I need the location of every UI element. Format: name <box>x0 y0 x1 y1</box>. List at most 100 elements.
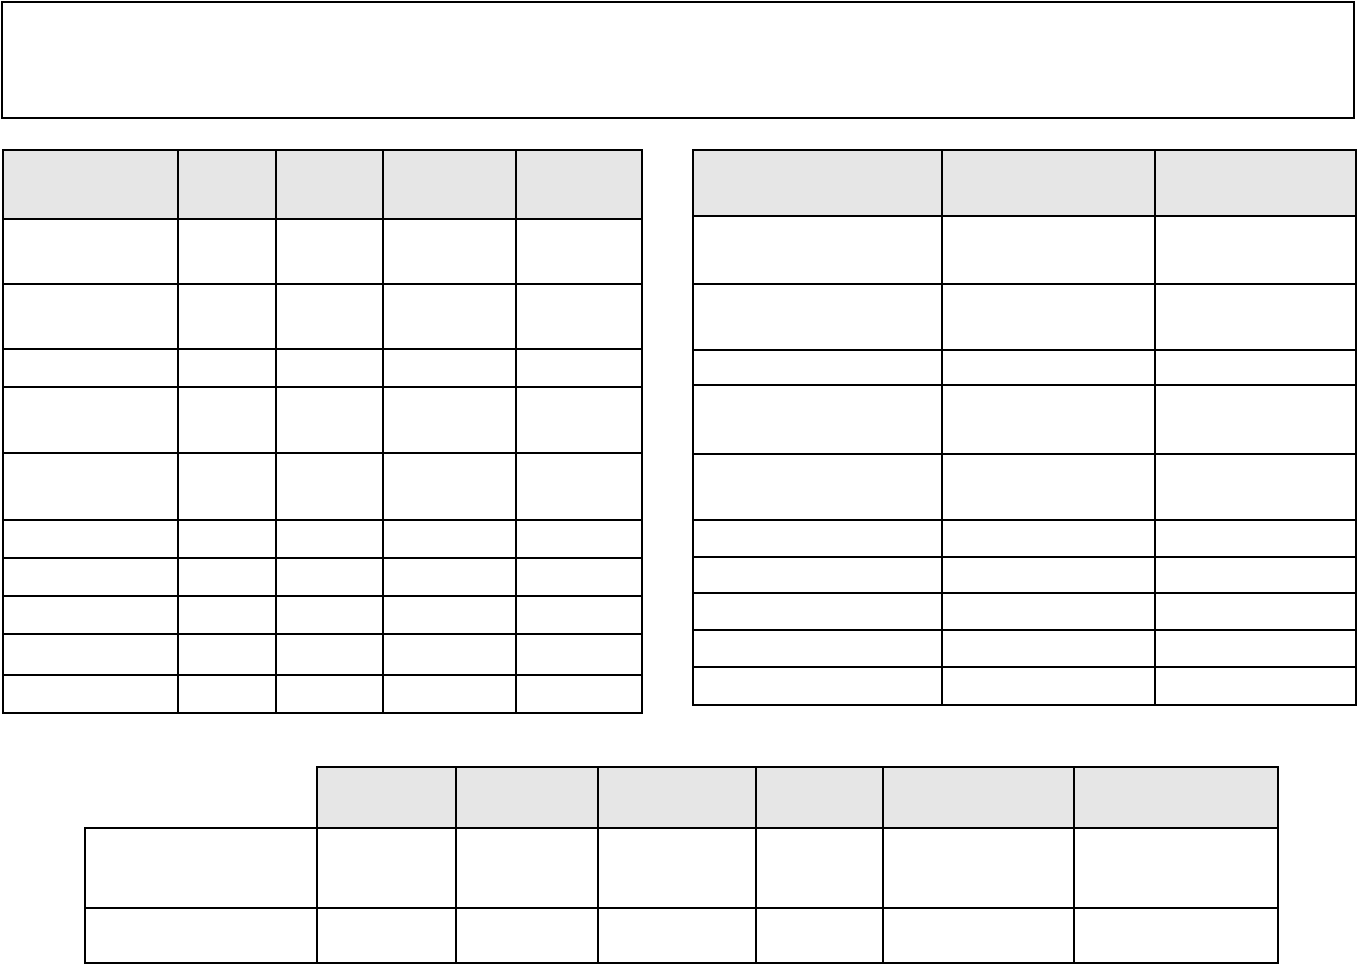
table-cell <box>177 283 277 350</box>
table-cell <box>455 907 599 964</box>
table-cell <box>177 348 277 388</box>
header-cell <box>275 149 384 220</box>
table-row <box>2 452 643 521</box>
table-cell <box>515 218 643 285</box>
table-cell <box>597 827 757 909</box>
header-cell <box>755 766 884 829</box>
table-cell <box>2 386 179 454</box>
left-table-header-row <box>2 149 643 220</box>
table-cell <box>941 556 1156 594</box>
table-cell <box>1154 629 1357 668</box>
table-cell <box>941 349 1156 386</box>
table-cell <box>515 557 643 597</box>
table-cell <box>382 348 517 388</box>
table-row <box>692 283 1357 351</box>
table-cell <box>2 452 179 521</box>
table-cell <box>1073 827 1279 909</box>
table-row <box>2 348 643 388</box>
header-cell <box>316 766 457 829</box>
table-row <box>692 349 1357 386</box>
table-cell <box>1154 283 1357 351</box>
table-cell <box>275 674 384 714</box>
table-cell <box>515 595 643 635</box>
table-cell <box>382 633 517 676</box>
table-cell <box>941 666 1156 706</box>
table-cell <box>515 386 643 454</box>
left-table-section <box>2 149 643 714</box>
table-cell <box>692 519 943 558</box>
table-cell <box>275 386 384 454</box>
right-table-section <box>692 149 1357 706</box>
table-cell <box>692 592 943 631</box>
table-cell <box>941 453 1156 521</box>
table-cell <box>177 557 277 597</box>
table-cell <box>177 633 277 676</box>
table-cell <box>177 595 277 635</box>
table-cell <box>382 452 517 521</box>
corner-ghost-cell <box>85 767 317 828</box>
table-cell <box>692 453 943 521</box>
table-cell <box>2 519 179 559</box>
table-row <box>692 453 1357 521</box>
table-cell <box>755 827 884 909</box>
table-cell <box>2 348 179 388</box>
table-cell <box>515 633 643 676</box>
table-cell <box>941 384 1156 455</box>
header-cell <box>515 149 643 220</box>
table-row <box>692 384 1357 455</box>
table-cell <box>515 283 643 350</box>
header-cell <box>455 766 599 829</box>
table-cell <box>275 557 384 597</box>
table-cell <box>275 595 384 635</box>
table-cell <box>692 556 943 594</box>
header-cell <box>597 766 757 829</box>
table-row <box>2 386 643 454</box>
header-cell <box>382 149 517 220</box>
table-cell <box>941 629 1156 668</box>
table-cell <box>1154 519 1357 558</box>
table-row <box>2 283 643 350</box>
table-cell <box>382 674 517 714</box>
header-cell <box>882 766 1075 829</box>
table-cell <box>1154 592 1357 631</box>
table-cell <box>941 592 1156 631</box>
table-cell <box>316 827 457 909</box>
table-row <box>2 674 643 714</box>
header-cell <box>692 149 943 217</box>
header-cell <box>1154 149 1357 217</box>
table-cell <box>382 386 517 454</box>
table-row <box>84 907 1279 964</box>
table-cell <box>177 674 277 714</box>
table-cell <box>275 519 384 559</box>
right-table-header-row <box>692 149 1357 217</box>
table-cell <box>1073 907 1279 964</box>
table-row <box>692 592 1357 631</box>
right-table <box>692 149 1357 706</box>
table-row <box>692 629 1357 668</box>
table-cell <box>692 349 943 386</box>
table-cell <box>2 674 179 714</box>
table-row <box>692 215 1357 285</box>
table-cell <box>882 907 1075 964</box>
table-cell <box>692 666 943 706</box>
table-cell <box>177 519 277 559</box>
bottom-table <box>84 766 1279 964</box>
table-cell <box>1154 666 1357 706</box>
table-cell <box>755 907 884 964</box>
table-cell <box>1154 349 1357 386</box>
header-cell <box>177 149 277 220</box>
bottom-table-header-row <box>85 766 1279 829</box>
table-row <box>84 827 1279 909</box>
table-cell <box>382 283 517 350</box>
table-cell <box>515 452 643 521</box>
table-cell <box>177 386 277 454</box>
table-cell <box>692 215 943 285</box>
table-cell <box>275 283 384 350</box>
table-row <box>692 556 1357 594</box>
table-cell <box>177 452 277 521</box>
table-cell <box>382 519 517 559</box>
table-cell <box>275 218 384 285</box>
table-cell <box>382 557 517 597</box>
header-cell <box>941 149 1156 217</box>
